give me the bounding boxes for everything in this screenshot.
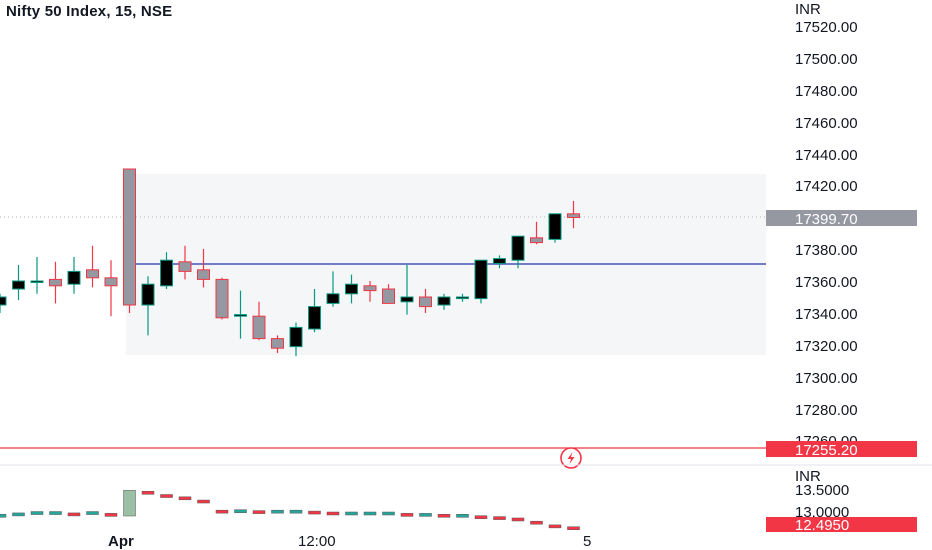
- indicator-bar: [86, 511, 99, 515]
- candle-body[interactable]: [363, 285, 377, 292]
- indicator-bar: [178, 496, 192, 501]
- price-tick: 17280.00: [795, 402, 858, 419]
- candle-body[interactable]: [271, 338, 284, 349]
- indicator-bar: [215, 509, 229, 514]
- candle-body[interactable]: [252, 315, 266, 340]
- price-tick: 17320.00: [795, 338, 858, 355]
- indicator-bar: [104, 513, 118, 517]
- alert-price-tag: [766, 441, 917, 457]
- indicator-bars-layer: [0, 490, 580, 530]
- indicator-bar: [160, 494, 173, 498]
- candle-body[interactable]: [382, 288, 395, 304]
- price-tick: 17500.00: [795, 51, 858, 68]
- indicator-bar: [141, 491, 155, 495]
- indicator-bar: [345, 511, 358, 516]
- candle-body[interactable]: [419, 296, 432, 308]
- indicator-tick: 13.0000: [795, 504, 849, 521]
- indicator-value-label: 12.4950: [795, 517, 849, 534]
- price-tick: 17520.00: [795, 19, 858, 36]
- price-axis[interactable]: INR 17520.00 17500.00 17480.00 17460.00 …: [795, 1, 858, 450]
- candle-body[interactable]: [67, 270, 81, 285]
- candles-layer: [0, 168, 580, 357]
- price-tick: 17460.00: [795, 115, 858, 132]
- candle-body[interactable]: [141, 283, 155, 306]
- current-price-tag: [766, 210, 917, 226]
- candle-body[interactable]: [567, 213, 580, 218]
- price-tick: 17480.00: [795, 83, 858, 100]
- current-price-label: 17399.70: [795, 211, 858, 228]
- price-tick: 17360.00: [795, 274, 858, 291]
- candle-body[interactable]: [12, 280, 25, 290]
- candle-body[interactable]: [215, 278, 229, 319]
- candle-body[interactable]: [326, 293, 340, 304]
- chart-title: Nifty 50 Index, 15, NSE: [6, 3, 173, 20]
- time-label-day: 5: [583, 533, 591, 550]
- candle-body[interactable]: [345, 283, 358, 295]
- price-tick: 17380.00: [795, 242, 858, 259]
- indicator-bar: [363, 511, 377, 516]
- price-tick: 17300.00: [795, 370, 858, 387]
- candle-body[interactable]: [0, 296, 7, 306]
- time-label-noon: 12:00: [298, 533, 336, 550]
- indicator-bar: [30, 511, 44, 515]
- candle-body[interactable]: [456, 296, 469, 300]
- candle-body[interactable]: [123, 168, 136, 306]
- indicator-bar: [493, 516, 506, 520]
- candle-body[interactable]: [289, 326, 303, 348]
- candle-body[interactable]: [511, 235, 525, 261]
- indicator-bar: [456, 514, 469, 518]
- candle-body[interactable]: [86, 269, 99, 279]
- indicator-bar: [197, 499, 210, 504]
- indicator-tick: 13.5000: [795, 482, 849, 499]
- indicator-bar: [326, 511, 340, 516]
- candle-body[interactable]: [530, 237, 543, 244]
- candle-body[interactable]: [49, 278, 62, 287]
- price-axis-currency: INR: [795, 1, 821, 18]
- indicator-bar: [308, 510, 321, 515]
- indicator-bar: [567, 526, 580, 530]
- indicator-bar: [0, 514, 7, 518]
- price-tick: 17340.00: [795, 306, 858, 323]
- candle-body[interactable]: [234, 314, 247, 317]
- indicator-bar: [123, 490, 136, 517]
- indicator-bar: [400, 513, 414, 517]
- candle-body[interactable]: [308, 306, 321, 330]
- indicator-bar: [437, 514, 451, 518]
- candle-body[interactable]: [493, 258, 506, 264]
- price-tick: 17420.00: [795, 178, 858, 195]
- candle-body[interactable]: [104, 277, 118, 287]
- indicator-bar: [382, 511, 395, 516]
- time-label-apr: Apr: [108, 533, 134, 550]
- alert-price-label: 17255.20: [795, 442, 858, 459]
- indicator-bar: [530, 520, 543, 525]
- indicator-bar: [49, 511, 62, 515]
- indicator-bar: [234, 509, 247, 513]
- candle-body[interactable]: [548, 213, 562, 240]
- candle-body[interactable]: [160, 259, 173, 287]
- candle-body[interactable]: [30, 280, 44, 283]
- indicator-bar: [289, 509, 303, 514]
- price-tick: 17440.00: [795, 147, 858, 164]
- indicator-bar: [67, 512, 81, 517]
- candle-body[interactable]: [400, 296, 414, 303]
- indicator-bar: [271, 509, 284, 514]
- indicator-value-tag: [766, 517, 917, 532]
- indicator-axis-currency: INR: [795, 468, 821, 485]
- lightning-badge-icon[interactable]: [560, 447, 582, 469]
- indicator-bar: [12, 512, 25, 517]
- indicator-bar: [548, 524, 562, 529]
- indicator-bar: [511, 517, 525, 522]
- candle-body[interactable]: [474, 259, 488, 300]
- candle-body[interactable]: [437, 296, 451, 306]
- candle-body[interactable]: [178, 261, 192, 272]
- indicator-bar: [419, 513, 432, 517]
- indicator-bar: [474, 515, 488, 519]
- indicator-bar: [252, 510, 266, 514]
- candle-body[interactable]: [197, 269, 210, 280]
